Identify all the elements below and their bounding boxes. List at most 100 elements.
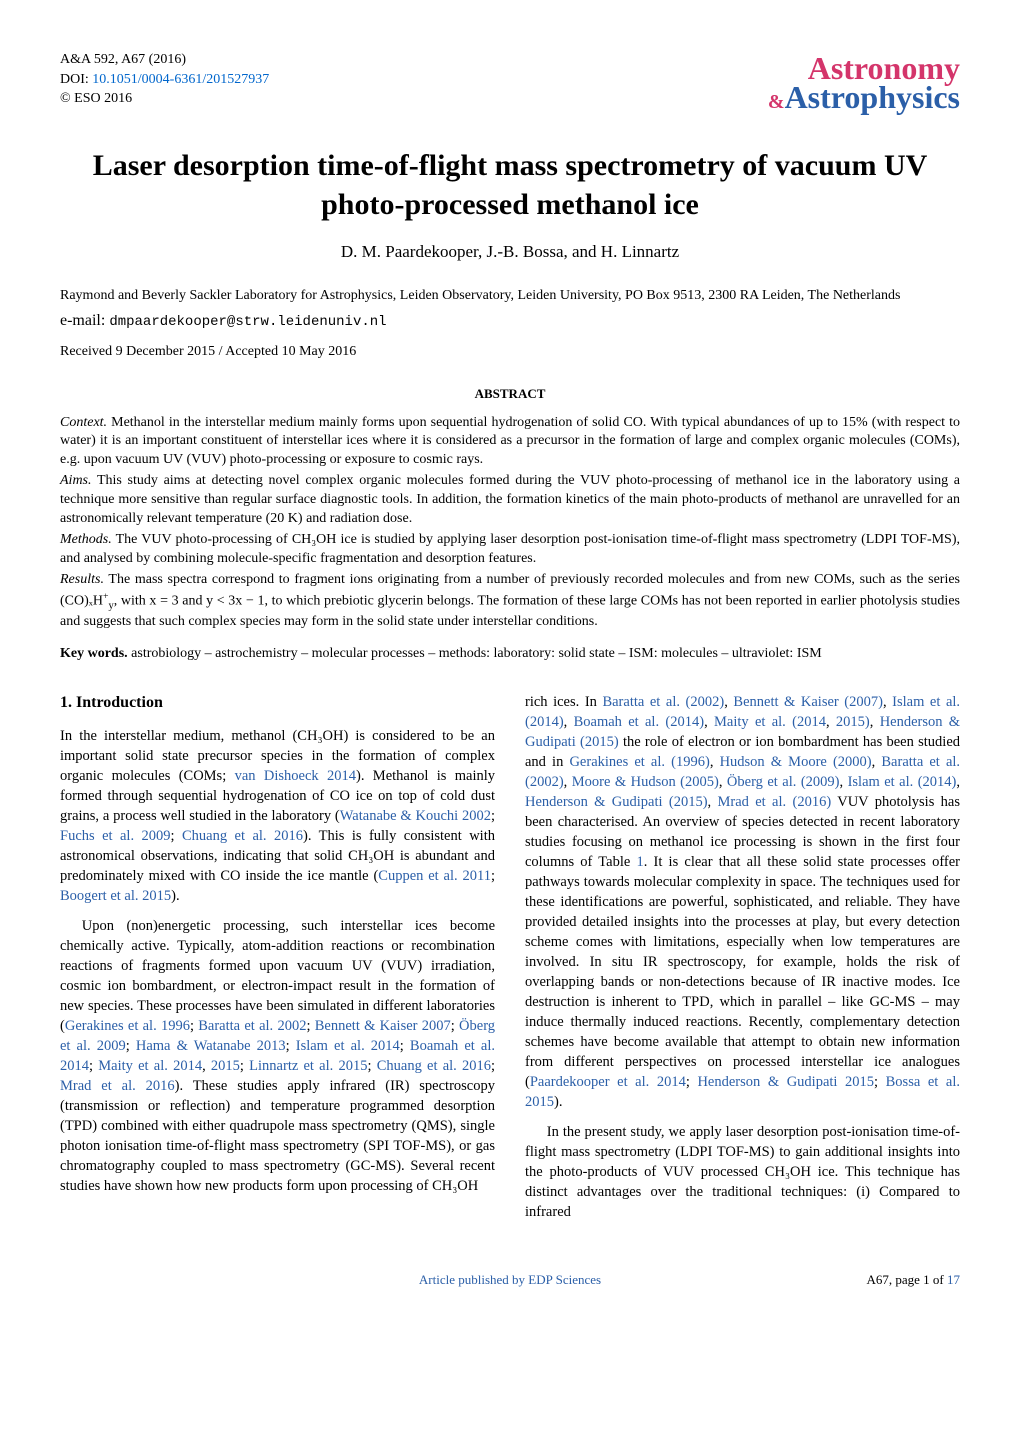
citation[interactable]: Maity et al. xyxy=(714,714,786,730)
citation[interactable]: Hama & Watanabe 2013 xyxy=(136,1038,286,1054)
citation[interactable]: Islam et al. xyxy=(892,694,960,710)
text-run: ; xyxy=(306,1018,314,1034)
citation-year[interactable]: 2015) xyxy=(836,714,870,730)
text-run: ; xyxy=(874,1074,886,1090)
doi-label: DOI: xyxy=(60,72,89,87)
context-label: Context. xyxy=(60,415,107,430)
logo-ampersand: & xyxy=(768,91,785,113)
text-run: , xyxy=(826,714,836,730)
text-run: , xyxy=(708,794,718,810)
text-run: ; xyxy=(491,868,495,884)
citation-year[interactable]: (2015) xyxy=(669,794,708,810)
journal-logo: Astronomy &Astrophysics xyxy=(768,50,960,116)
citation[interactable]: Boogert et al. 2015 xyxy=(60,888,171,904)
column-left: 1. Introduction In the interstellar medi… xyxy=(60,692,495,1232)
text-run: , xyxy=(956,774,960,790)
methods-label: Methods. xyxy=(60,532,112,547)
email-line: e-mail: dmpaardekooper@strw.leidenuniv.n… xyxy=(60,312,960,330)
table-ref[interactable]: 1 xyxy=(636,854,643,870)
citation[interactable]: Mrad et al. 2016 xyxy=(60,1078,175,1094)
text-run: , xyxy=(870,714,880,730)
text-run: , xyxy=(839,774,847,790)
citation[interactable]: Fuchs et al. 2009 xyxy=(60,828,171,844)
text-run: , xyxy=(202,1058,211,1074)
citation[interactable]: Baratta et al. 2002 xyxy=(198,1018,306,1034)
col2-para2: In the present study, we apply laser des… xyxy=(525,1122,960,1222)
text-run: ; xyxy=(286,1038,296,1054)
text-run: ; xyxy=(451,1018,459,1034)
text-run: , xyxy=(564,714,574,730)
citation[interactable]: Paardekooper et al. 2014 xyxy=(530,1074,686,1090)
citation-year[interactable]: (2014 xyxy=(792,714,826,730)
text-run: ; xyxy=(491,1058,495,1074)
methods-text: The VUV photo-processing of CH₃OH ice is… xyxy=(60,532,960,566)
citation[interactable]: Boamah et al. xyxy=(574,714,659,730)
results-text-mid: , with x = 3 and y < 3x − 1, to which pr… xyxy=(60,593,960,629)
citation[interactable]: Moore & Hudson xyxy=(572,774,676,790)
citation[interactable]: Watanabe & Kouchi 2002 xyxy=(340,808,491,824)
citation[interactable]: Chuang et al. 2016 xyxy=(182,828,303,844)
citation-year[interactable]: (2015) xyxy=(580,734,619,750)
doi-line: DOI: 10.1051/0004-6361/201527937 xyxy=(60,70,269,90)
citation[interactable]: Bennett & Kaiser 2007 xyxy=(315,1018,451,1034)
text-run: , xyxy=(704,714,714,730)
text-run: rich ices. In xyxy=(525,694,602,710)
citation[interactable]: Linnartz et al. 2015 xyxy=(249,1058,367,1074)
text-run: ; xyxy=(400,1038,410,1054)
abstract-results: Results. The mass spectra correspond to … xyxy=(60,571,960,632)
authors: D. M. Paardekooper, J.-B. Bossa, and H. … xyxy=(60,242,960,262)
results-label: Results. xyxy=(60,572,104,587)
citation[interactable]: Islam et al. xyxy=(848,774,914,790)
abstract-context: Context. Methanol in the interstellar me… xyxy=(60,414,960,471)
footer-page-number: A67, page 1 of 17 xyxy=(660,1272,960,1288)
section-1-heading: 1. Introduction xyxy=(60,692,495,714)
citation-year[interactable]: (2000) xyxy=(833,754,872,770)
copyright: © ESO 2016 xyxy=(60,89,269,109)
text-run: , xyxy=(710,754,720,770)
citation[interactable]: Gerakines et al. xyxy=(569,754,665,770)
citation[interactable]: Hudson & Moore xyxy=(720,754,827,770)
citation[interactable]: van Dishoeck 2014 xyxy=(235,768,356,784)
article-meta: A&A 592, A67 (2016) DOI: 10.1051/0004-63… xyxy=(60,50,269,109)
dates: Received 9 December 2015 / Accepted 10 M… xyxy=(60,344,960,360)
citation[interactable]: Henderson & Gudipati 2015 xyxy=(697,1074,874,1090)
abstract-methods: Methods. The VUV photo-processing of CH₃… xyxy=(60,531,960,569)
citation[interactable]: Henderson & Gudipati xyxy=(525,794,663,810)
total-pages[interactable]: 17 xyxy=(947,1272,960,1287)
text-run: Upon (non)energetic processing, such int… xyxy=(60,918,495,1034)
text-run: ; xyxy=(491,808,495,824)
footer-publisher[interactable]: Article published by EDP Sciences xyxy=(360,1272,660,1288)
citation-year[interactable]: (2016) xyxy=(792,794,831,810)
citation[interactable]: Chuang et al. 2016 xyxy=(377,1058,491,1074)
citation[interactable]: Cuppen et al. 2011 xyxy=(378,868,491,884)
text-run: ). xyxy=(554,1094,562,1110)
citation-year[interactable]: (2002) xyxy=(686,694,725,710)
citation[interactable]: Gerakines et al. 1996 xyxy=(65,1018,190,1034)
citation[interactable]: Öberg et al. xyxy=(727,774,796,790)
citation-year[interactable]: (1996) xyxy=(671,754,710,770)
citation-year[interactable]: (2014) xyxy=(525,714,564,730)
context-text: Methanol in the interstellar medium main… xyxy=(60,415,960,468)
citation-year[interactable]: (2005) xyxy=(680,774,719,790)
text-run: . It is clear that all these solid state… xyxy=(525,854,960,1090)
page-footer: Article published by EDP Sciences A67, p… xyxy=(60,1272,960,1288)
citation[interactable]: Baratta et al. xyxy=(602,694,680,710)
citation[interactable]: Bennett & Kaiser xyxy=(733,694,838,710)
citation-year[interactable]: (2014) xyxy=(918,774,957,790)
citation-year[interactable]: (2007) xyxy=(844,694,883,710)
citation[interactable]: Maity et al. 2014 xyxy=(98,1058,202,1074)
citation[interactable]: Islam et al. 2014 xyxy=(296,1038,400,1054)
text-run: ; xyxy=(686,1074,698,1090)
citation[interactable]: 2015 xyxy=(211,1058,240,1074)
doi-link[interactable]: 10.1051/0004-6361/201527937 xyxy=(92,72,269,87)
citation[interactable]: Mrad et al. xyxy=(718,794,787,810)
col2-para1: rich ices. In Baratta et al. (2002), Ben… xyxy=(525,692,960,1112)
citation-year[interactable]: (2014) xyxy=(665,714,704,730)
citation-year[interactable]: (2002) xyxy=(525,774,564,790)
citation[interactable]: Baratta et al. xyxy=(881,754,960,770)
page-label: A67, page 1 of xyxy=(866,1272,947,1287)
keywords-label: Key words. xyxy=(60,646,128,661)
text-run: , xyxy=(883,694,892,710)
citation-year[interactable]: (2009) xyxy=(801,774,840,790)
affiliation: Raymond and Beverly Sackler Laboratory f… xyxy=(60,286,960,306)
